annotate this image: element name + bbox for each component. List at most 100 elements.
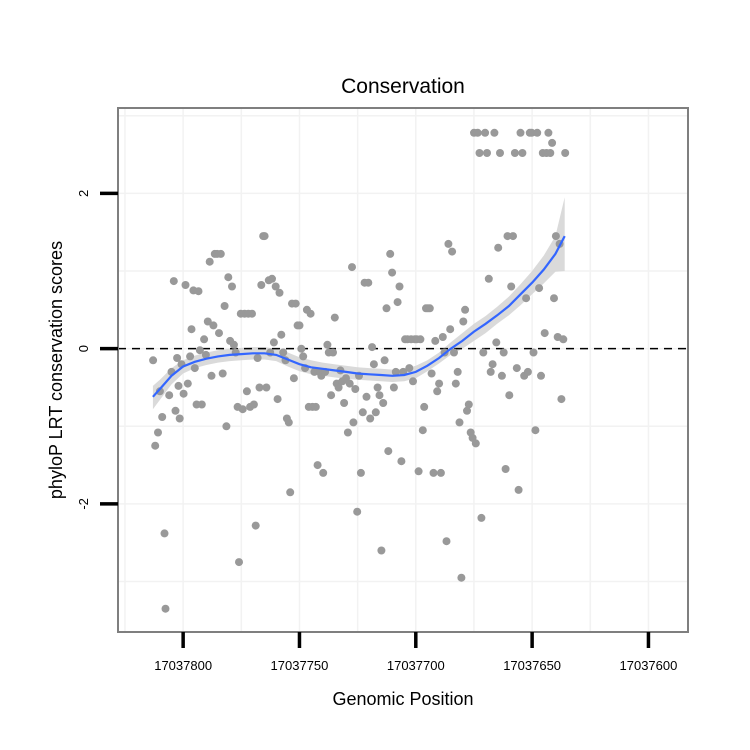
data-point [444, 239, 453, 248]
data-point [395, 282, 404, 291]
data-point [442, 537, 451, 546]
data-point [380, 356, 389, 365]
data-point [471, 439, 480, 448]
data-point [200, 335, 209, 344]
data-point [297, 344, 306, 353]
data-point [510, 149, 519, 157]
data-point [216, 249, 225, 258]
data-point [179, 389, 188, 398]
data-point [507, 282, 516, 291]
data-point [548, 138, 557, 147]
data-point [497, 371, 506, 380]
data-point [334, 383, 343, 392]
data-point [544, 128, 553, 137]
data-point [490, 128, 499, 137]
x-tick-label: 17037800 [154, 658, 212, 673]
data-point [523, 367, 532, 376]
data-point [382, 304, 391, 313]
data-point [373, 383, 382, 392]
data-point [340, 399, 349, 407]
data-point [451, 379, 460, 388]
data-point [427, 369, 436, 378]
data-point [171, 406, 180, 415]
data-point [190, 364, 199, 373]
data-point [379, 399, 388, 407]
data-point [414, 467, 423, 476]
data-point [409, 377, 417, 386]
data-point [349, 418, 358, 427]
data-point [161, 604, 170, 613]
data-point [251, 521, 260, 530]
data-point [155, 387, 164, 396]
data-point [238, 405, 247, 414]
data-point [479, 348, 488, 357]
data-point [375, 391, 384, 400]
data-point [260, 232, 269, 241]
data-point [377, 546, 386, 555]
data-point [371, 408, 380, 417]
data-point [416, 335, 425, 344]
data-point [481, 128, 490, 137]
data-point [229, 340, 238, 349]
data-point [165, 391, 174, 400]
data-point [384, 447, 393, 456]
data-point [455, 418, 464, 427]
data-point [356, 468, 365, 477]
data-point [183, 379, 192, 388]
x-axis-title: Genomic Position [332, 689, 473, 709]
data-point [450, 348, 458, 357]
data-point [546, 149, 555, 157]
data-point [533, 128, 542, 137]
data-point [269, 338, 278, 347]
data-point [205, 257, 214, 266]
chart-title: Conservation [341, 75, 465, 98]
data-point [295, 321, 304, 330]
data-point [435, 379, 444, 388]
data-point [222, 422, 231, 431]
data-point [311, 402, 320, 411]
data-point [351, 385, 360, 393]
data-point [464, 400, 473, 409]
data-point [535, 284, 544, 293]
data-point [514, 485, 523, 494]
data-point [330, 313, 339, 322]
data-point [358, 408, 367, 417]
data-point [477, 513, 486, 522]
x-tick-label: 17037650 [503, 658, 561, 673]
data-point [194, 287, 203, 296]
y-axis: 2 0 -2 [76, 190, 118, 510]
data-point [459, 317, 468, 326]
data-point [242, 387, 251, 396]
x-tick-label: 17037700 [387, 658, 445, 673]
data-point [306, 309, 315, 318]
data-point [484, 274, 493, 283]
y-tick-label: 0 [76, 345, 91, 352]
data-point [492, 338, 501, 347]
panel-border [117, 107, 689, 633]
data-point [203, 317, 212, 326]
data-point [207, 371, 216, 380]
data-point [218, 369, 227, 378]
data-point [425, 304, 434, 313]
y-tick-label: 2 [76, 190, 91, 197]
data-point [503, 232, 512, 241]
data-point [255, 383, 264, 392]
data-point [151, 441, 160, 450]
data-point [253, 354, 262, 362]
data-point [448, 247, 457, 256]
data-point [509, 232, 517, 241]
data-point [559, 335, 568, 344]
data-point [405, 364, 414, 373]
data-point [529, 348, 538, 357]
x-tick-label: 17037750 [271, 658, 329, 673]
data-point [228, 282, 236, 291]
data-point [368, 343, 377, 352]
data-point [284, 418, 293, 427]
data-point [388, 268, 397, 277]
data-point [364, 278, 373, 287]
data-point [463, 406, 471, 415]
data-point [215, 329, 223, 338]
data-point [277, 330, 286, 339]
data-point [420, 402, 429, 411]
data-point [453, 367, 462, 376]
